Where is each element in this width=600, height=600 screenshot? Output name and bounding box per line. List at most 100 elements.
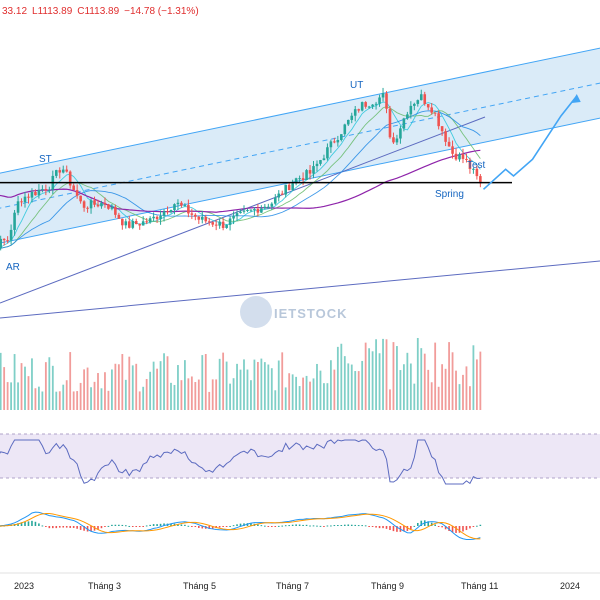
volume-bar <box>382 338 384 410</box>
macd-histogram-bar <box>472 526 475 527</box>
volume-bar <box>152 361 155 410</box>
macd-histogram-bar <box>420 520 423 526</box>
candle-body <box>166 211 169 213</box>
candle-body <box>155 216 159 220</box>
candle-body <box>68 171 72 186</box>
candle-body <box>353 109 357 116</box>
annotation-st: ST <box>39 154 52 165</box>
macd-histogram-bar <box>79 526 82 530</box>
candle-body <box>127 221 131 228</box>
volume-bar <box>284 387 287 410</box>
candle-body <box>458 154 461 160</box>
candle-body <box>20 201 23 203</box>
x-tick-thang-3: Tháng 3 <box>88 581 121 591</box>
macd-histogram-bar <box>52 526 54 529</box>
macd-histogram-bar <box>264 525 266 527</box>
volume-bar <box>79 382 82 410</box>
volume-bar <box>354 371 357 410</box>
macd-histogram-bar <box>476 525 478 527</box>
macd-histogram-bar <box>368 526 370 527</box>
volume-bar <box>58 391 61 410</box>
candle-body <box>333 141 336 143</box>
ma-long-purple <box>0 149 481 213</box>
macd-histogram-bar <box>41 525 44 527</box>
volume-bar <box>180 380 183 410</box>
volume-bar <box>420 348 423 410</box>
candle-body <box>6 240 9 242</box>
macd-histogram-bar <box>378 526 381 529</box>
candle-body <box>110 206 114 209</box>
candle-body <box>65 169 69 172</box>
macd-histogram-bar <box>291 524 294 526</box>
volume-bar <box>201 355 204 410</box>
rsi-panel <box>0 433 600 485</box>
volume-bar <box>0 352 2 410</box>
macd-histogram-bar <box>260 525 263 527</box>
volume-bar <box>298 386 301 410</box>
volume-bar <box>267 364 270 410</box>
macd-histogram-bar <box>121 524 124 526</box>
macd-histogram-bar <box>191 526 193 527</box>
annotation-spring: Spring <box>435 189 464 200</box>
candle-body <box>54 170 58 176</box>
candle-body <box>399 128 402 139</box>
macd-histogram-bar <box>465 526 468 531</box>
candle-body <box>326 147 329 159</box>
volume-bar <box>90 387 92 410</box>
candle-body <box>329 141 333 148</box>
macd-histogram-bar <box>375 526 377 528</box>
volume-bar <box>76 391 79 410</box>
candle-body <box>454 153 458 160</box>
macd-histogram-bar <box>55 526 58 529</box>
macd-histogram-bar <box>83 526 85 531</box>
macd-histogram-bar <box>229 525 231 527</box>
volume-bar <box>451 352 454 410</box>
candle-body <box>343 124 347 135</box>
volume-bar <box>243 359 245 410</box>
macd-histogram-bar <box>208 526 211 529</box>
macd-histogram-bar <box>236 524 238 526</box>
macd-histogram-bar <box>458 526 461 533</box>
macd-histogram-bar <box>194 526 197 528</box>
candle-body <box>138 224 142 226</box>
macd-histogram-bar <box>271 526 273 527</box>
macd-histogram-bar <box>211 526 214 529</box>
candle-body <box>423 94 427 105</box>
macd-histogram-bar <box>156 524 158 526</box>
macd-histogram-bar <box>184 524 186 526</box>
candle-body <box>413 103 416 106</box>
macd-histogram-bar <box>45 526 47 527</box>
ma-short <box>0 101 481 249</box>
volume-bar <box>62 384 65 410</box>
macd-histogram-bar <box>17 523 19 526</box>
candle-body <box>385 93 388 109</box>
macd-histogram-bar <box>392 526 395 532</box>
candle-body <box>273 197 277 204</box>
candle-body <box>437 113 440 127</box>
macd-histogram-bar <box>170 523 172 526</box>
volume-bar <box>479 351 482 410</box>
volume-bar <box>83 369 85 410</box>
volume-bar <box>465 366 468 410</box>
volume-bar <box>396 346 398 410</box>
macd-histogram-bar <box>337 525 339 527</box>
volume-bar <box>69 352 72 410</box>
ohlc-low: L1113.89 <box>32 6 73 17</box>
volume-bar <box>371 351 374 410</box>
candle-body <box>409 105 413 115</box>
volume-bar <box>44 362 47 410</box>
macd-histogram-bar <box>187 525 190 527</box>
candle-body <box>232 215 235 219</box>
candle-body <box>395 138 399 143</box>
rsi-band <box>0 434 600 478</box>
macd-histogram-bar <box>427 521 430 526</box>
candle-body <box>214 224 218 226</box>
volume-bar <box>475 359 478 410</box>
candle-body <box>169 210 173 213</box>
volume-bar <box>65 380 68 410</box>
volume-bar <box>444 368 447 410</box>
annotations: AR ST UT Test Spring <box>6 80 486 273</box>
volume-bar <box>295 376 298 410</box>
macd-histogram-bar <box>330 525 332 527</box>
